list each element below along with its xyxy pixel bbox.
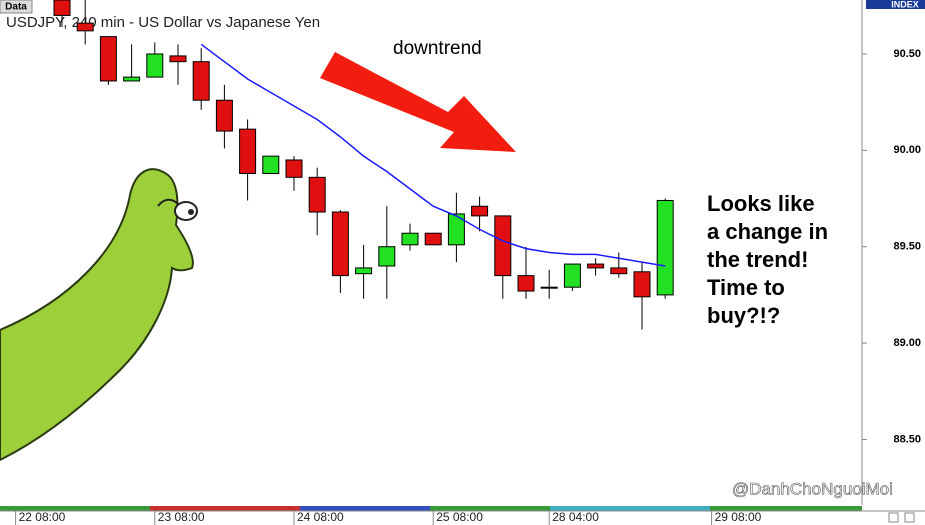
- moving-average: [200, 43, 666, 267]
- strip: [0, 506, 862, 511]
- callout-line: buy?!?: [707, 303, 780, 328]
- candle-body: [123, 76, 141, 82]
- cartoon-body: [0, 168, 194, 462]
- callout: Looks like a change in the trend! Time to bu…: [707, 191, 828, 328]
- candle-body: [587, 263, 605, 269]
- candle-body: [192, 61, 210, 101]
- x-tick-label: 29 08:00: [715, 510, 762, 524]
- cartoon-eye: [174, 201, 198, 221]
- watermark: @DanhChoNguoiMoi: [732, 479, 893, 498]
- x-tick-label: 22 08:00: [19, 510, 66, 524]
- axis-tab-label: INDEX: [891, 0, 919, 9]
- cartoon-pupil: [188, 209, 194, 215]
- y-tick-label: 88.50: [893, 433, 921, 445]
- x-tick-label: 24 08:00: [297, 510, 344, 524]
- candle-body: [401, 232, 419, 246]
- candle-body: [494, 215, 512, 277]
- candle-body: [355, 267, 373, 275]
- y-tick-label: 89.00: [893, 337, 921, 349]
- candle-body: [424, 232, 442, 246]
- candle-body: [447, 213, 465, 246]
- candle-body: [563, 263, 581, 288]
- candle-body: [540, 286, 558, 289]
- chart-title: USDJPY, 240 min - US Dollar vs Japanese …: [6, 14, 320, 31]
- strip: [300, 506, 430, 511]
- candle-body: [331, 211, 349, 277]
- x-tick-label: 23 08:00: [158, 510, 205, 524]
- candle-body: [378, 246, 396, 267]
- candle-body: [471, 205, 489, 217]
- scroll-button[interactable]: [904, 512, 915, 523]
- callout-line: Looks like: [707, 191, 815, 216]
- annotation: downtrend: [393, 38, 482, 59]
- candle-body: [633, 271, 651, 298]
- candle-body: [262, 155, 280, 174]
- strip: [550, 506, 710, 511]
- x-tick-label: 25 08:00: [436, 510, 483, 524]
- callout-line: Time to: [707, 275, 785, 300]
- cartoon: [0, 168, 198, 462]
- candle-body: [99, 36, 117, 82]
- candle-body: [285, 159, 303, 178]
- callout-line: a change in: [707, 219, 828, 244]
- candle-body: [517, 275, 535, 292]
- status-strip: [0, 506, 862, 511]
- candle-body: [656, 199, 674, 296]
- candle-body: [215, 99, 233, 132]
- data-tab: [0, 0, 33, 14]
- candle-body: [169, 55, 187, 63]
- strip: [150, 506, 300, 511]
- candle-body: [610, 267, 628, 275]
- data-tab-label: Data: [5, 2, 27, 13]
- y-tick-label: 89.50: [893, 241, 921, 253]
- callout-line: the trend!: [707, 247, 808, 272]
- arrow: [320, 52, 516, 152]
- y-tick-label: 90.50: [893, 48, 921, 60]
- candle-body: [53, 0, 71, 16]
- candle-body: [146, 53, 164, 78]
- y-tick-label: 90.00: [893, 144, 921, 156]
- x-tick-label: 28 04:00: [552, 510, 599, 524]
- candle-body: [239, 128, 257, 174]
- candle-body: [308, 176, 326, 213]
- candle-body: [76, 22, 94, 32]
- axis-tab: [866, 0, 925, 9]
- scroll-button[interactable]: [888, 512, 899, 523]
- cartoon-brow: [157, 198, 179, 207]
